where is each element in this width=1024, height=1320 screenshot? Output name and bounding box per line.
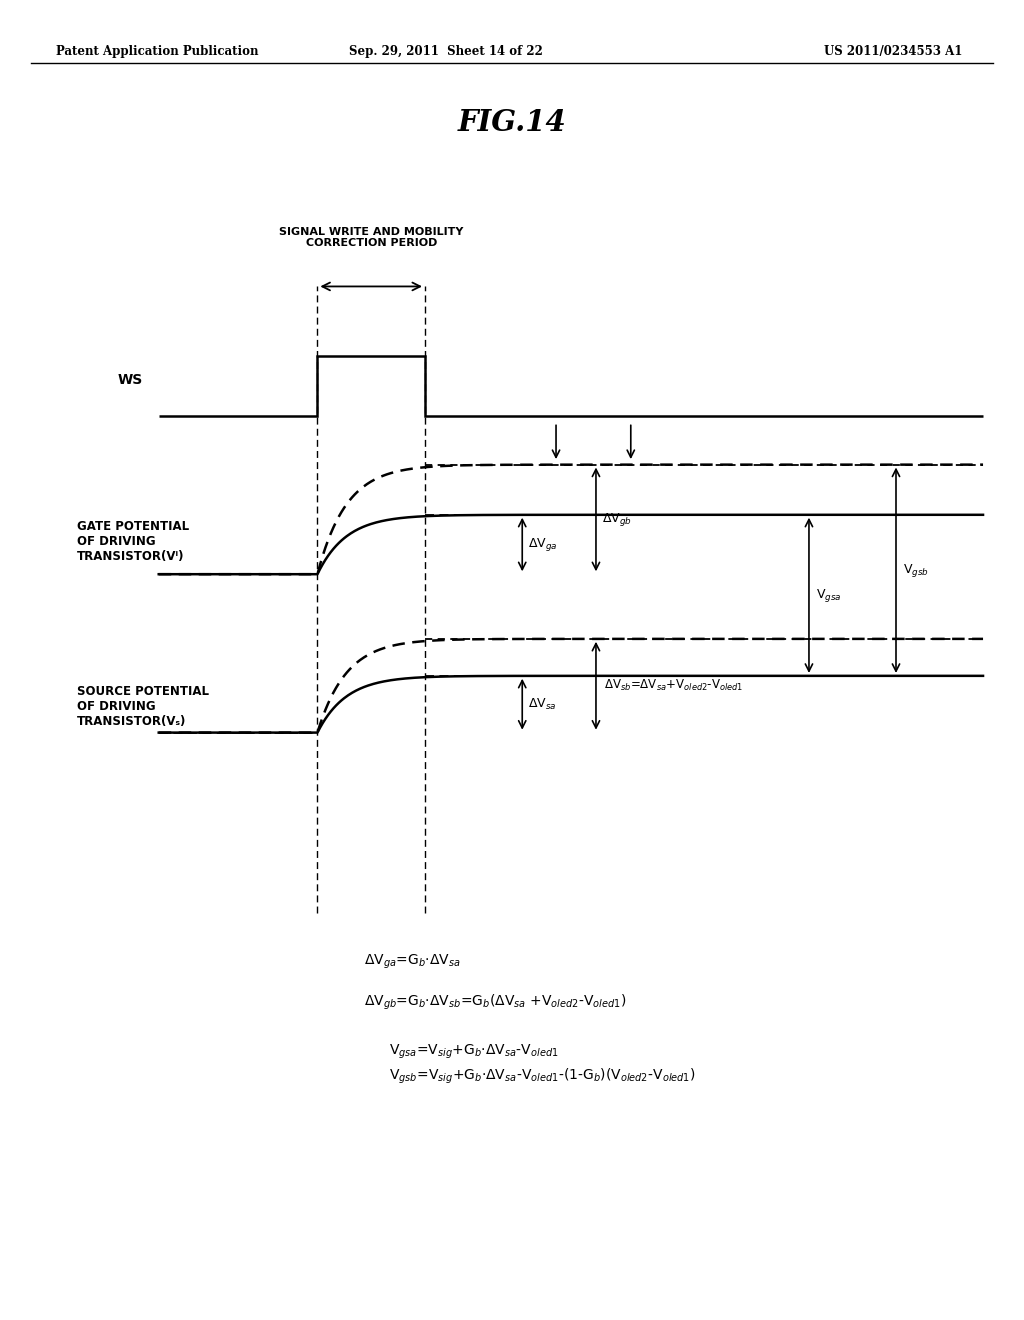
Text: V$_{gsb}$: V$_{gsb}$ (903, 562, 929, 578)
Text: $\Delta$V$_{ga}$=G$_{b}$$\cdot$$\Delta$V$_{sa}$: $\Delta$V$_{ga}$=G$_{b}$$\cdot$$\Delta$V… (364, 953, 460, 972)
Text: V$_{gsa}$=V$_{sig}$+G$_{b}$$\cdot$$\Delta$V$_{sa}$-V$_{oled1}$: V$_{gsa}$=V$_{sig}$+G$_{b}$$\cdot$$\Delt… (389, 1043, 559, 1061)
Text: V$_{gsb}$=V$_{sig}$+G$_{b}$$\cdot$$\Delta$V$_{sa}$-V$_{oled1}$-(1-G$_{b}$)(V$_{o: V$_{gsb}$=V$_{sig}$+G$_{b}$$\cdot$$\Delt… (389, 1067, 696, 1086)
Text: US 2011/0234553 A1: US 2011/0234553 A1 (824, 45, 963, 58)
Text: $\Delta$V$_{gb}$: $\Delta$V$_{gb}$ (602, 511, 632, 528)
Text: FIG.14: FIG.14 (458, 108, 566, 137)
Text: Sep. 29, 2011  Sheet 14 of 22: Sep. 29, 2011 Sheet 14 of 22 (348, 45, 543, 58)
Text: SIGNAL WRITE AND MOBILITY
CORRECTION PERIOD: SIGNAL WRITE AND MOBILITY CORRECTION PER… (279, 227, 464, 248)
Text: $\Delta$V$_{sb}$=$\Delta$V$_{sa}$+V$_{oled2}$-V$_{oled1}$: $\Delta$V$_{sb}$=$\Delta$V$_{sa}$+V$_{ol… (604, 678, 743, 693)
Text: $\Delta$V$_{gb}$=G$_{b}$$\cdot$$\Delta$V$_{sb}$=G$_{b}$($\Delta$V$_{sa}$ +V$_{ol: $\Delta$V$_{gb}$=G$_{b}$$\cdot$$\Delta$V… (364, 993, 626, 1012)
Text: $\Delta$V$_{ga}$: $\Delta$V$_{ga}$ (528, 536, 558, 553)
Text: V$_{gsa}$: V$_{gsa}$ (816, 587, 842, 603)
Text: SOURCE POTENTIAL
OF DRIVING
TRANSISTOR(Vₛ): SOURCE POTENTIAL OF DRIVING TRANSISTOR(V… (77, 685, 209, 727)
Text: GATE POTENTIAL
OF DRIVING
TRANSISTOR(Vⁱ): GATE POTENTIAL OF DRIVING TRANSISTOR(Vⁱ) (77, 520, 188, 562)
Text: Patent Application Publication: Patent Application Publication (56, 45, 259, 58)
Text: $\Delta$V$_{sa}$: $\Delta$V$_{sa}$ (528, 697, 557, 711)
Text: WS: WS (118, 372, 143, 387)
